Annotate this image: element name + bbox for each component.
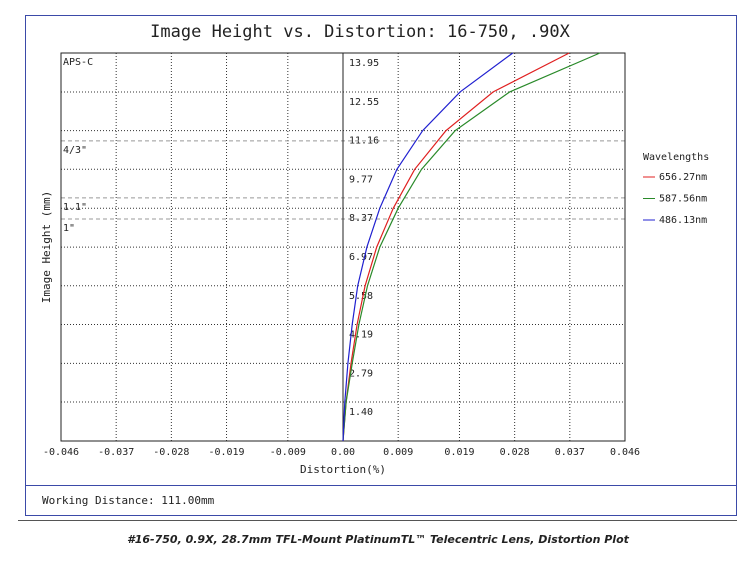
curve <box>342 52 570 442</box>
y-tick-label: 6.97 <box>349 252 373 263</box>
curve <box>342 52 601 442</box>
x-tick-label: 0.019 <box>444 447 474 458</box>
x-tick-label: 0.037 <box>555 447 585 458</box>
x-tick-label: -0.028 <box>153 447 189 458</box>
x-tick-label: -0.046 <box>43 447 79 458</box>
y-tick-label: 8.37 <box>349 213 373 224</box>
x-tick-label: 0.028 <box>500 447 530 458</box>
y-tick-label: 1.40 <box>349 407 373 418</box>
legend-title: Wavelengths <box>643 152 709 163</box>
x-tick-label: 0.009 <box>383 447 413 458</box>
legend-label: 587.56nm <box>659 194 707 205</box>
y-tick-label: 12.55 <box>349 97 379 108</box>
y-axis-label: Image Height (mm) <box>40 191 53 304</box>
y-tick-label: 9.77 <box>349 174 373 185</box>
x-tick-label: -0.037 <box>98 447 134 458</box>
x-tick-label: -0.009 <box>270 447 306 458</box>
caption: #16-750, 0.9X, 28.7mm TFL-Mount Platinum… <box>127 533 630 546</box>
y-tick-label: 5.58 <box>349 291 373 302</box>
y-tick-label: 2.79 <box>349 368 373 379</box>
y-tick-label: 4.19 <box>349 329 373 340</box>
x-axis-label: Distortion(%) <box>300 463 386 476</box>
sensor-label: 4/3" <box>63 145 87 156</box>
chart-title: Image Height vs. Distortion: 16-750, .90… <box>150 22 570 42</box>
sensor-label: 1.1" <box>63 202 87 213</box>
x-tick-label: 0.046 <box>610 447 640 458</box>
x-tick-label: 0.00 <box>331 447 355 458</box>
working-distance: Working Distance: 111.00mm <box>42 494 215 507</box>
sensor-label: APS-C <box>63 57 93 68</box>
legend-label: 486.13nm <box>659 215 707 226</box>
legend-label: 656.27nm <box>659 172 707 183</box>
x-tick-label: -0.019 <box>208 447 244 458</box>
sensor-label: 1" <box>63 223 75 234</box>
curve <box>342 52 514 442</box>
frame <box>25 15 737 516</box>
y-tick-label: 13.95 <box>349 58 379 69</box>
